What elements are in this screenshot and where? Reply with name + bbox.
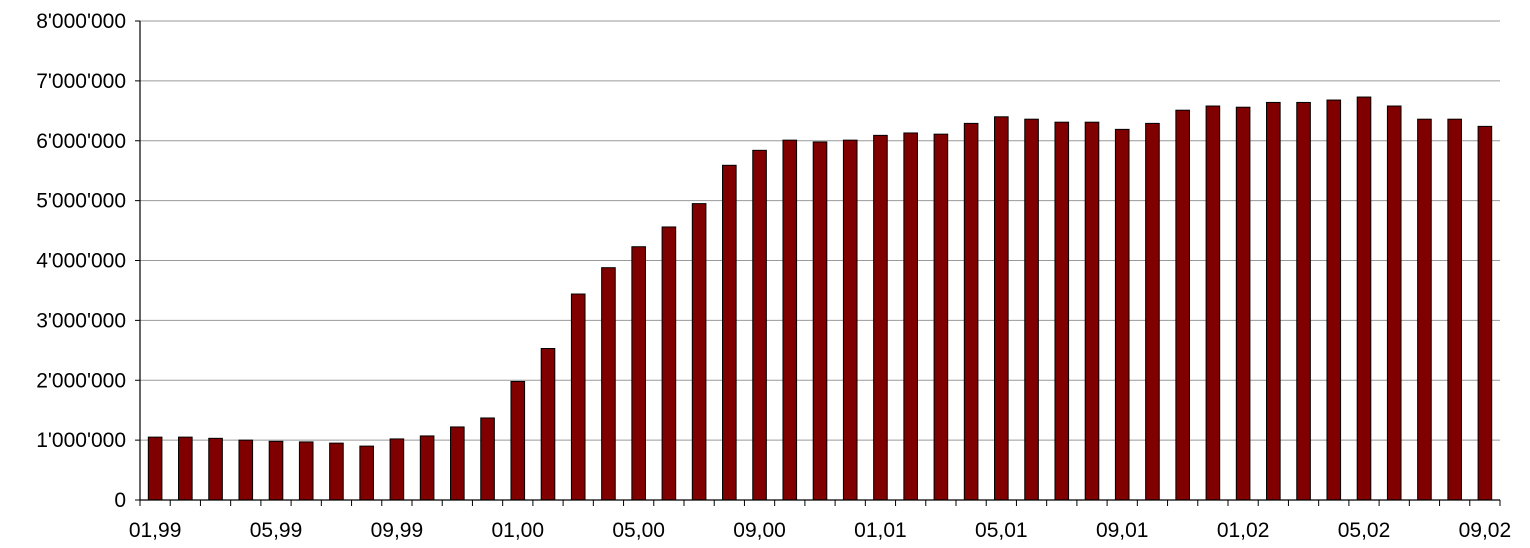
bar-42 (1417, 118, 1432, 501)
bar-35 (1205, 105, 1221, 501)
y-tick-label-5: 5'000'000 (36, 190, 126, 213)
bar-0 (147, 436, 163, 501)
bar-16 (631, 246, 646, 501)
bar-10 (450, 426, 465, 501)
bar-12 (510, 380, 526, 501)
x-tick-label-3: 01,00 (491, 519, 544, 542)
bar-2 (208, 437, 223, 501)
bar-14 (570, 293, 586, 501)
bar-26 (933, 133, 949, 501)
x-tick-label-0: 01,99 (129, 519, 182, 542)
bars (147, 96, 1493, 501)
bar-6 (329, 442, 344, 501)
x-tick-label-4: 05,00 (612, 519, 665, 542)
bar-9 (419, 435, 435, 501)
bar-34 (1175, 109, 1190, 501)
bar-8 (389, 438, 405, 501)
bar-29 (1024, 118, 1039, 501)
bar-38 (1296, 101, 1311, 501)
bar-17 (661, 226, 677, 501)
bar-1 (178, 436, 193, 501)
y-tick-label-4: 4'000'000 (36, 250, 126, 273)
bar-4 (268, 440, 284, 501)
x-tick-label-9: 01,02 (1217, 519, 1270, 542)
x-tick-label-10: 05,02 (1338, 519, 1391, 542)
bar-23 (842, 139, 858, 501)
y-tick-label-3: 3'000'000 (36, 309, 126, 332)
bar-36 (1235, 106, 1251, 501)
bar-25 (903, 132, 918, 501)
bar-21 (782, 139, 798, 501)
x-tick-label-8: 09,01 (1096, 519, 1149, 542)
bar-43 (1447, 118, 1462, 501)
tick-labels: 0 1'000'000 2'000'000 3'000'000 4'000'000 5'0… (36, 10, 1511, 542)
axes (135, 20, 1501, 506)
bar-3 (238, 439, 254, 501)
y-tick-label-0: 0 (114, 489, 126, 512)
bar-33 (1145, 122, 1160, 501)
bar-11 (480, 417, 495, 501)
bar-39 (1326, 99, 1342, 501)
bar-18 (691, 203, 707, 501)
y-tick-label-1: 1'000'000 (36, 429, 126, 452)
x-tick-label-2: 09,99 (371, 519, 424, 542)
bar-28 (994, 116, 1009, 501)
bar-40 (1356, 96, 1372, 501)
bar-24 (873, 134, 888, 501)
bar-7 (359, 445, 374, 501)
x-tick-label-1: 05,99 (250, 519, 303, 542)
x-tick-label-5: 09,00 (733, 519, 786, 542)
bar-37 (1266, 101, 1281, 501)
bar-30 (1054, 121, 1070, 501)
y-tick-label-2: 2'000'000 (36, 369, 126, 392)
bar-31 (1084, 121, 1100, 501)
bar-27 (963, 122, 979, 501)
x-tick-label-7: 05,01 (975, 519, 1028, 542)
bar-5 (298, 441, 314, 501)
y-tick-label-7: 7'000'000 (36, 70, 126, 93)
bar-32 (1114, 128, 1130, 501)
x-tick-label-11: 09,02 (1459, 519, 1512, 542)
bar-13 (540, 348, 556, 501)
bar-22 (812, 141, 828, 501)
x-tick-label-6: 01,01 (854, 519, 907, 542)
bar-20 (752, 149, 767, 501)
y-tick-label-8: 8'000'000 (36, 10, 126, 33)
bar-19 (722, 164, 737, 501)
y-tick-label-6: 6'000'000 (36, 130, 126, 153)
bar-44 (1477, 125, 1493, 501)
bar-15 (601, 267, 616, 501)
bar-41 (1386, 105, 1402, 501)
